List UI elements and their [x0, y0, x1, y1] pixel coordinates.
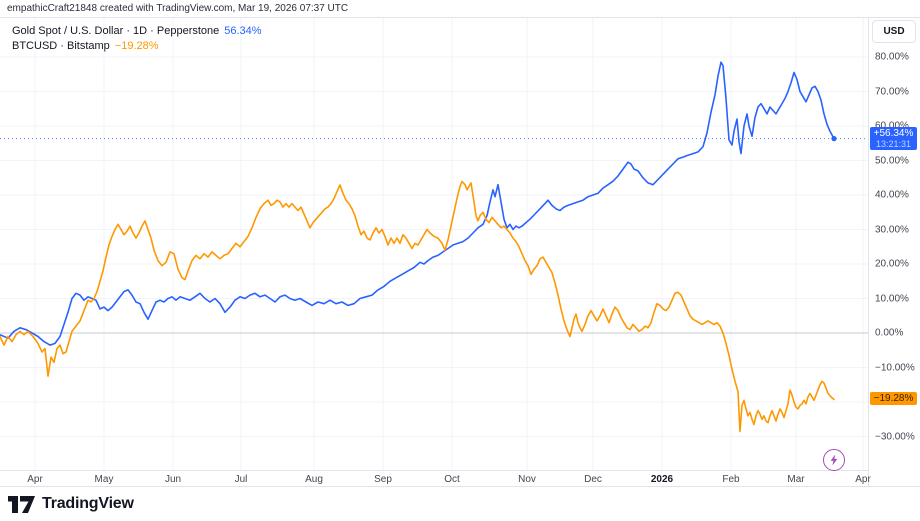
y-axis-label: 30.00%: [875, 224, 909, 235]
chart-legend[interactable]: Gold Spot / U.S. Dollar · 1D · Peppersto…: [12, 24, 262, 54]
x-axis-label: Sep: [374, 474, 392, 485]
legend-btc-title: BTCUSD · Bitstamp: [12, 40, 110, 52]
y-axis-label: 20.00%: [875, 258, 909, 270]
instant-chart-button[interactable]: [823, 449, 845, 471]
y-axis-label: 80.00%: [875, 51, 909, 63]
gold-countdown-timer: 13:21:31: [875, 139, 912, 150]
x-axis-label: Dec: [584, 474, 602, 485]
gold-price-label: +56.34% 13:21:31: [870, 127, 917, 151]
y-axis-label: 40.00%: [875, 189, 909, 201]
series-end-dot: [831, 136, 837, 142]
legend-btc-value: −19.28%: [114, 40, 159, 52]
x-axis-label: Feb: [722, 474, 740, 485]
y-axis-label: 70.00%: [875, 86, 909, 97]
gold-series-line: [0, 61, 835, 346]
y-axis-label: 50.00%: [875, 155, 909, 166]
legend-row-btc[interactable]: BTCUSD · Bitstamp −19.28%: [12, 39, 262, 54]
axis-bottom-divider: [0, 486, 920, 487]
time-axis[interactable]: Apr May Jun Jul Aug Sep Oct Nov Dec 2026 Feb Mar Apr: [0, 470, 871, 487]
attribution-text: empathicCraft21848 created with TradingV…: [7, 3, 349, 14]
legend-gold-title: Gold Spot / U.S. Dollar · 1D · Peppersto…: [12, 25, 220, 37]
x-axis-label: May: [94, 474, 114, 485]
y-axis-label: −30.00%: [875, 431, 915, 442]
gold-price-value: +56.34%: [873, 128, 914, 140]
btc-series-line: [0, 180, 835, 433]
y-axis-label: 10.00%: [875, 293, 909, 304]
price-axis[interactable]: USD +56.34% 13:21:31 −19.28% 80.00% 70.00…: [868, 18, 920, 486]
x-axis-label: Apr: [27, 474, 43, 485]
x-axis-label: Jul: [234, 474, 248, 485]
tradingview-logo-icon[interactable]: [8, 495, 36, 513]
x-axis-label: 2026: [650, 474, 674, 485]
legend-gold-value: 56.34%: [224, 25, 262, 37]
x-axis-label: Aug: [305, 474, 323, 485]
x-axis-label: Jun: [164, 474, 182, 485]
currency-toggle-button[interactable]: USD: [872, 20, 916, 43]
y-axis-label: −10.00%: [875, 362, 915, 373]
footer: TradingView: [0, 487, 920, 521]
x-axis-label: Nov: [518, 474, 536, 485]
tradingview-wordmark[interactable]: TradingView: [42, 495, 134, 512]
lightning-bolt-icon: [830, 454, 838, 466]
chart-plot[interactable]: [0, 18, 868, 470]
legend-row-gold[interactable]: Gold Spot / U.S. Dollar · 1D · Peppersto…: [12, 24, 262, 39]
y-axis-label: 60.00%: [875, 120, 909, 132]
chart-area[interactable]: Gold Spot / U.S. Dollar · 1D · Peppersto…: [0, 18, 868, 470]
x-axis-label: Apr: [855, 474, 871, 485]
x-axis-label: Oct: [444, 474, 460, 485]
y-axis-label: 0.00%: [875, 327, 904, 339]
btc-price-value: −19.28%: [873, 393, 914, 404]
btc-price-label: −19.28%: [870, 392, 917, 405]
x-axis-label: Mar: [787, 474, 805, 485]
header-divider: [0, 17, 920, 18]
